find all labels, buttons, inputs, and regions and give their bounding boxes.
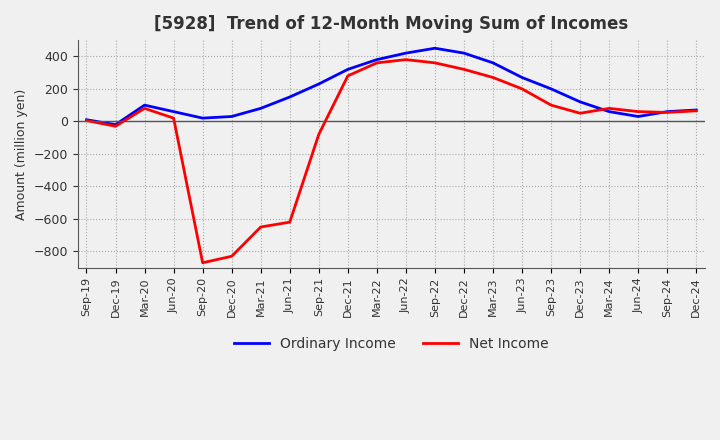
Ordinary Income: [169, 109, 178, 114]
Legend: Ordinary Income, Net Income: Ordinary Income, Net Income: [228, 331, 554, 356]
Line: Net Income: Net Income: [86, 59, 696, 263]
Line: Ordinary Income: Ordinary Income: [86, 48, 696, 125]
Ordinary Income: [459, 51, 468, 56]
Ordinary Income: [228, 114, 236, 119]
Net Income: [663, 110, 672, 115]
Net Income: [692, 108, 701, 114]
Net Income: [459, 67, 468, 72]
Ordinary Income: [140, 103, 149, 108]
Net Income: [315, 132, 323, 137]
Ordinary Income: [343, 67, 352, 72]
Net Income: [634, 109, 642, 114]
Ordinary Income: [315, 81, 323, 87]
Net Income: [111, 124, 120, 129]
Net Income: [256, 224, 265, 230]
Net Income: [198, 260, 207, 265]
Ordinary Income: [111, 122, 120, 127]
Net Income: [402, 57, 410, 62]
Ordinary Income: [82, 117, 91, 122]
Ordinary Income: [198, 115, 207, 121]
Ordinary Income: [402, 51, 410, 56]
Net Income: [82, 118, 91, 123]
Net Income: [169, 115, 178, 121]
Ordinary Income: [431, 46, 439, 51]
Ordinary Income: [372, 57, 381, 62]
Y-axis label: Amount (million yen): Amount (million yen): [15, 88, 28, 220]
Ordinary Income: [605, 109, 613, 114]
Net Income: [518, 86, 526, 92]
Net Income: [372, 60, 381, 66]
Ordinary Income: [256, 106, 265, 111]
Ordinary Income: [285, 94, 294, 99]
Net Income: [228, 253, 236, 259]
Ordinary Income: [518, 75, 526, 80]
Ordinary Income: [692, 107, 701, 113]
Net Income: [431, 60, 439, 66]
Ordinary Income: [576, 99, 585, 105]
Ordinary Income: [489, 60, 498, 66]
Ordinary Income: [634, 114, 642, 119]
Net Income: [605, 106, 613, 111]
Ordinary Income: [663, 109, 672, 114]
Net Income: [140, 106, 149, 111]
Net Income: [285, 220, 294, 225]
Ordinary Income: [546, 86, 555, 92]
Net Income: [546, 103, 555, 108]
Net Income: [489, 75, 498, 80]
Net Income: [576, 110, 585, 116]
Title: [5928]  Trend of 12-Month Moving Sum of Incomes: [5928] Trend of 12-Month Moving Sum of I…: [154, 15, 629, 33]
Net Income: [343, 73, 352, 78]
